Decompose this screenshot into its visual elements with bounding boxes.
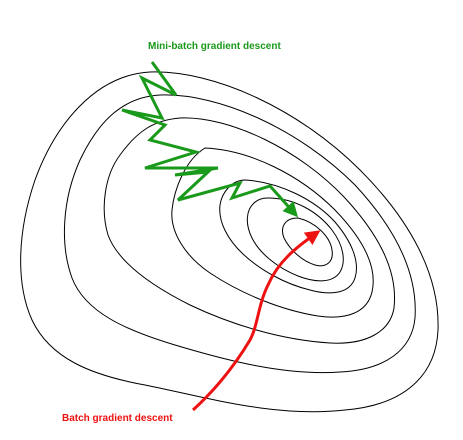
- batch-path: [191, 230, 321, 412]
- contour-line-7: [282, 217, 333, 267]
- contour-line-5: [219, 179, 357, 294]
- mini-batch-path: [121, 61, 299, 218]
- contour-line-1: [20, 71, 439, 413]
- contour-lines: [20, 71, 439, 413]
- contour-line-4: [171, 147, 374, 318]
- contour-line-3: [103, 117, 396, 344]
- contour-line-6: [246, 197, 344, 282]
- mini-batch-label: Mini-batch gradient descent: [148, 41, 281, 52]
- contour-line-2: [63, 94, 416, 374]
- batch-label: Batch gradient descent: [62, 413, 173, 424]
